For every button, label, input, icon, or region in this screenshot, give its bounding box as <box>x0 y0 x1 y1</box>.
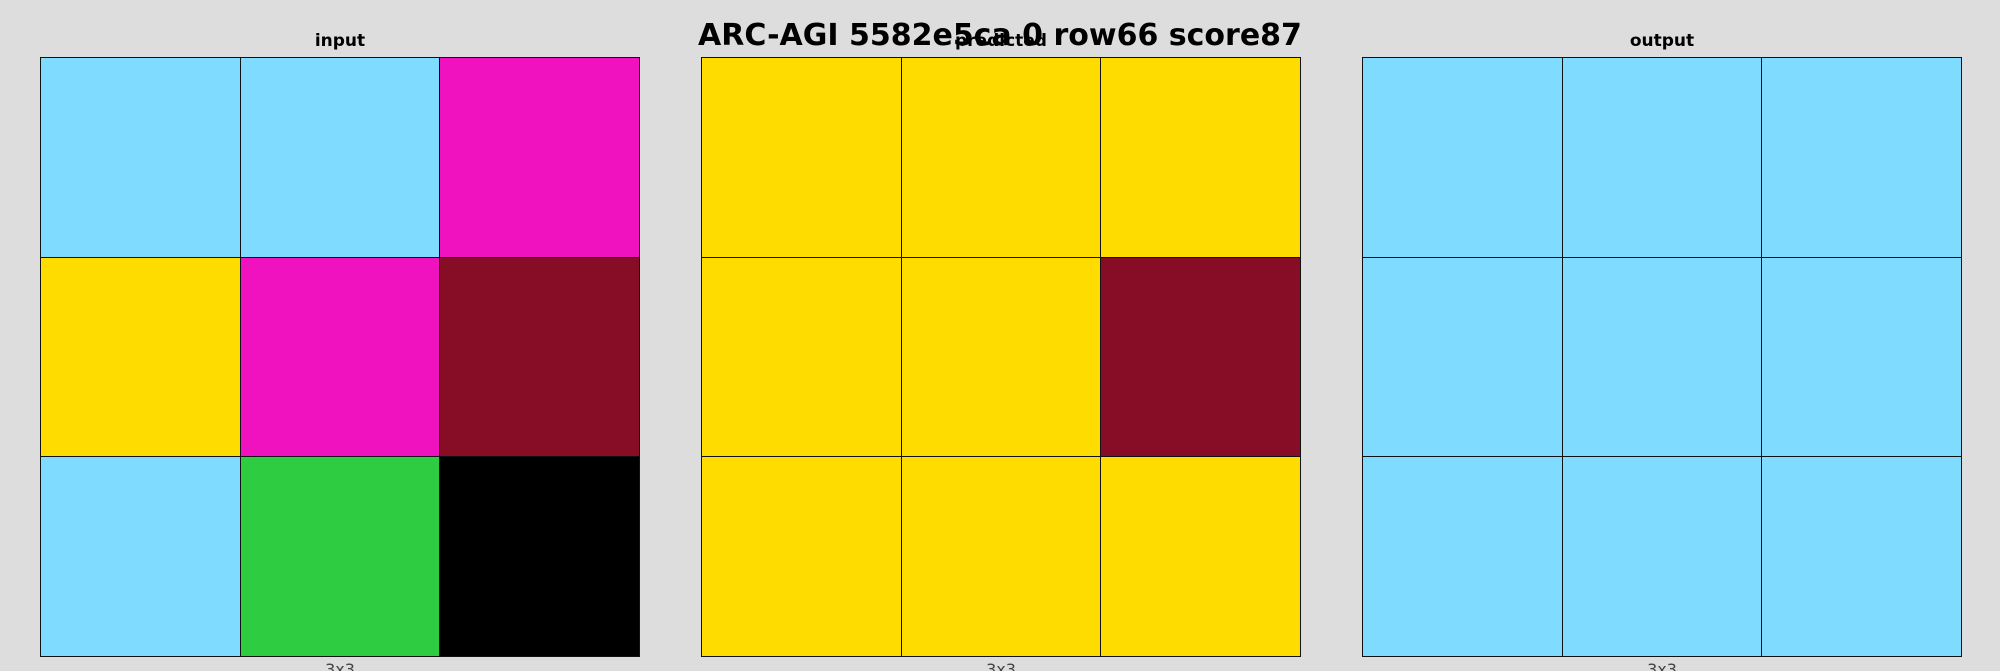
output-grid <box>1362 57 1962 657</box>
grid-cell <box>702 457 901 656</box>
grid-cell <box>41 58 240 257</box>
grid-cell <box>440 257 639 457</box>
grid-cell <box>702 58 901 257</box>
grid-cell <box>240 257 440 457</box>
input-panel-title: input <box>314 31 366 51</box>
output-panel-title: output <box>1629 31 1695 51</box>
grid-cell <box>41 457 240 656</box>
predicted-grid <box>701 57 1301 657</box>
grid-cell <box>702 257 901 457</box>
grid-cell <box>1101 58 1300 257</box>
predicted-panel-title: predicted <box>955 31 1047 51</box>
figure-title: ARC-AGI 5582e5ca 0 row66 score87 <box>698 18 1302 53</box>
grid-cell <box>1101 457 1300 656</box>
grid-cell <box>1762 457 1961 656</box>
grid-cell <box>901 457 1101 656</box>
grid-cell <box>440 58 639 257</box>
grid-cell <box>901 257 1101 457</box>
grid-cell <box>1762 58 1961 257</box>
grid-cell <box>1562 457 1762 656</box>
grid-cell <box>1562 58 1762 257</box>
grid-cell <box>240 457 440 656</box>
predicted-grid-size: 3x3 <box>986 660 1016 671</box>
grid-cell <box>1101 257 1300 457</box>
grid-cell <box>41 257 240 457</box>
grid-cell <box>1762 257 1961 457</box>
grid-cell <box>240 58 440 257</box>
grid-cell <box>440 457 639 656</box>
output-grid-size: 3x3 <box>1647 660 1677 671</box>
grid-cell <box>1363 257 1562 457</box>
grid-cell <box>901 58 1101 257</box>
input-grid-size: 3x3 <box>325 660 355 671</box>
grid-cell <box>1363 457 1562 656</box>
grid-cell <box>1562 257 1762 457</box>
input-grid <box>40 57 640 657</box>
grid-cell <box>1363 58 1562 257</box>
